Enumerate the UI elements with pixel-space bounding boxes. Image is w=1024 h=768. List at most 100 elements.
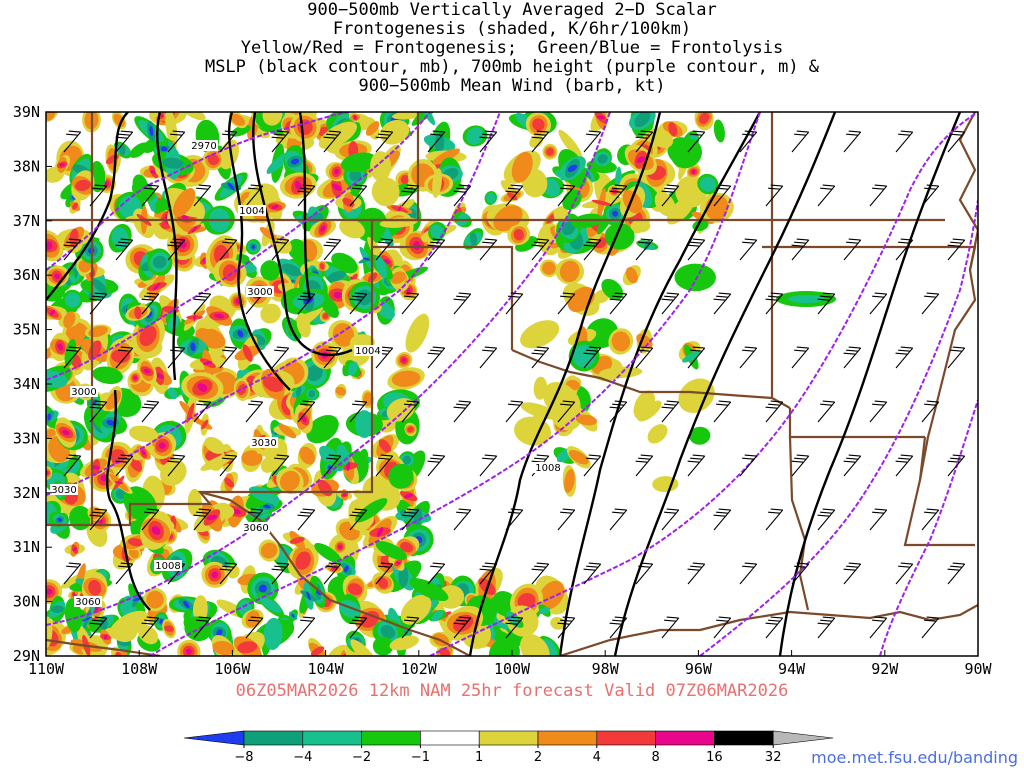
wind-barb — [895, 238, 914, 261]
wind-barb — [427, 130, 446, 153]
lon-label: 100W — [494, 660, 531, 678]
wind-barb — [843, 238, 862, 261]
height-contour — [46, 112, 431, 381]
title-line: Frontogenesis (shaded, K/6hr/100km) — [332, 19, 692, 39]
wind-barb — [167, 130, 186, 153]
wind-barb — [375, 562, 394, 585]
wind-barb — [817, 508, 836, 531]
mslp-label: 1004 — [355, 346, 380, 357]
wind-barb — [817, 400, 836, 423]
wind-barb — [713, 292, 732, 315]
wind-barb — [661, 292, 680, 315]
wind-barb — [895, 346, 914, 369]
mslp-label: 1008 — [535, 463, 560, 474]
wind-barb — [323, 346, 342, 369]
wind-barb — [713, 184, 732, 207]
wind-barb — [687, 346, 706, 369]
wind-barb — [635, 562, 654, 585]
wind-barb — [115, 454, 134, 477]
height-contour — [46, 112, 351, 271]
height-contour — [149, 112, 761, 656]
wind-barb — [843, 454, 862, 477]
wind-barb — [89, 292, 108, 315]
wind-barb — [713, 508, 732, 531]
lat-label: 29N — [13, 647, 40, 665]
wind-barb — [869, 184, 888, 207]
wind-barb — [245, 616, 264, 639]
wind-barb — [635, 238, 654, 261]
lon-label: 98W — [592, 660, 620, 678]
wind-barb — [791, 130, 810, 153]
mslp-label: 1004 — [239, 206, 264, 217]
wind-barb — [141, 616, 160, 639]
wind-barb — [479, 562, 498, 585]
lon-label: 104W — [308, 660, 345, 678]
lat-label: 32N — [13, 484, 40, 502]
lat-label: 36N — [13, 266, 40, 284]
wind-barb — [947, 454, 966, 477]
border-ar-la — [788, 408, 925, 439]
colorbar-label: −4 — [293, 750, 312, 765]
wind-barb — [63, 562, 82, 585]
wind-barb — [557, 400, 576, 423]
border-rio-grande — [199, 490, 471, 656]
wind-barb — [453, 508, 472, 531]
wind-barb — [609, 292, 628, 315]
wind-barb — [63, 346, 82, 369]
colorbar-swatch — [596, 730, 656, 746]
wind-barb — [583, 238, 602, 261]
wind-barb — [791, 562, 810, 585]
wind-barb — [531, 130, 550, 153]
wind-barb — [609, 616, 628, 639]
credit-link[interactable]: moe.met.fsu.edu/banding — [811, 748, 1018, 767]
wind-barb — [427, 346, 446, 369]
wind-barb — [921, 508, 940, 531]
wind-barb — [245, 400, 264, 423]
wind-barb — [687, 130, 706, 153]
wind-barb — [167, 238, 186, 261]
colorbar-label: 8 — [651, 750, 659, 765]
colorbar-swatch — [655, 730, 715, 746]
lat-label: 33N — [13, 429, 40, 447]
wind-barb — [843, 562, 862, 585]
wind-barb — [921, 616, 940, 639]
wind-barb — [115, 238, 134, 261]
wind-barb — [817, 184, 836, 207]
forecast-valid-text: 06Z05MAR2026 12km NAM 25hr forecast Vali… — [235, 681, 789, 701]
wind-barb — [583, 454, 602, 477]
colorbar-swatch — [537, 730, 598, 746]
height-label: 3060 — [243, 523, 268, 534]
wind-barb — [193, 400, 212, 423]
lat-label: 31N — [13, 538, 40, 556]
colorbar-swatch — [361, 730, 421, 746]
border-gulf-coast — [559, 604, 978, 656]
wind-barb — [739, 346, 758, 369]
wind-barb — [583, 346, 602, 369]
wind-barb — [401, 616, 420, 639]
wind-barb — [661, 508, 680, 531]
height-label: 3030 — [51, 485, 76, 496]
wind-barb — [817, 616, 836, 639]
isobar — [252, 112, 353, 357]
wind-barb — [895, 454, 914, 477]
lat-label: 34N — [13, 375, 40, 393]
wind-barb — [271, 238, 290, 261]
isobar — [46, 112, 129, 301]
contour-labels: 1004 1004 1008 1008 2970 3000 3000 3030 3030 3060… — [50, 140, 562, 608]
wind-barb — [505, 184, 524, 207]
wind-barb — [687, 454, 706, 477]
colorbar-label: −1 — [411, 750, 430, 765]
wind-barb — [89, 184, 108, 207]
wind-barb — [297, 292, 316, 315]
wind-barb — [947, 238, 966, 261]
lon-label: 110W — [28, 660, 65, 678]
wind-barb — [843, 130, 862, 153]
colorbar-swatch — [243, 730, 304, 746]
wind-barb — [427, 238, 446, 261]
wind-barb — [401, 400, 420, 423]
wind-barb — [115, 346, 134, 369]
colorbar-label: 4 — [593, 750, 601, 765]
lat-label: 35N — [13, 321, 40, 339]
wind-barb — [635, 130, 654, 153]
wind-barb — [453, 292, 472, 315]
